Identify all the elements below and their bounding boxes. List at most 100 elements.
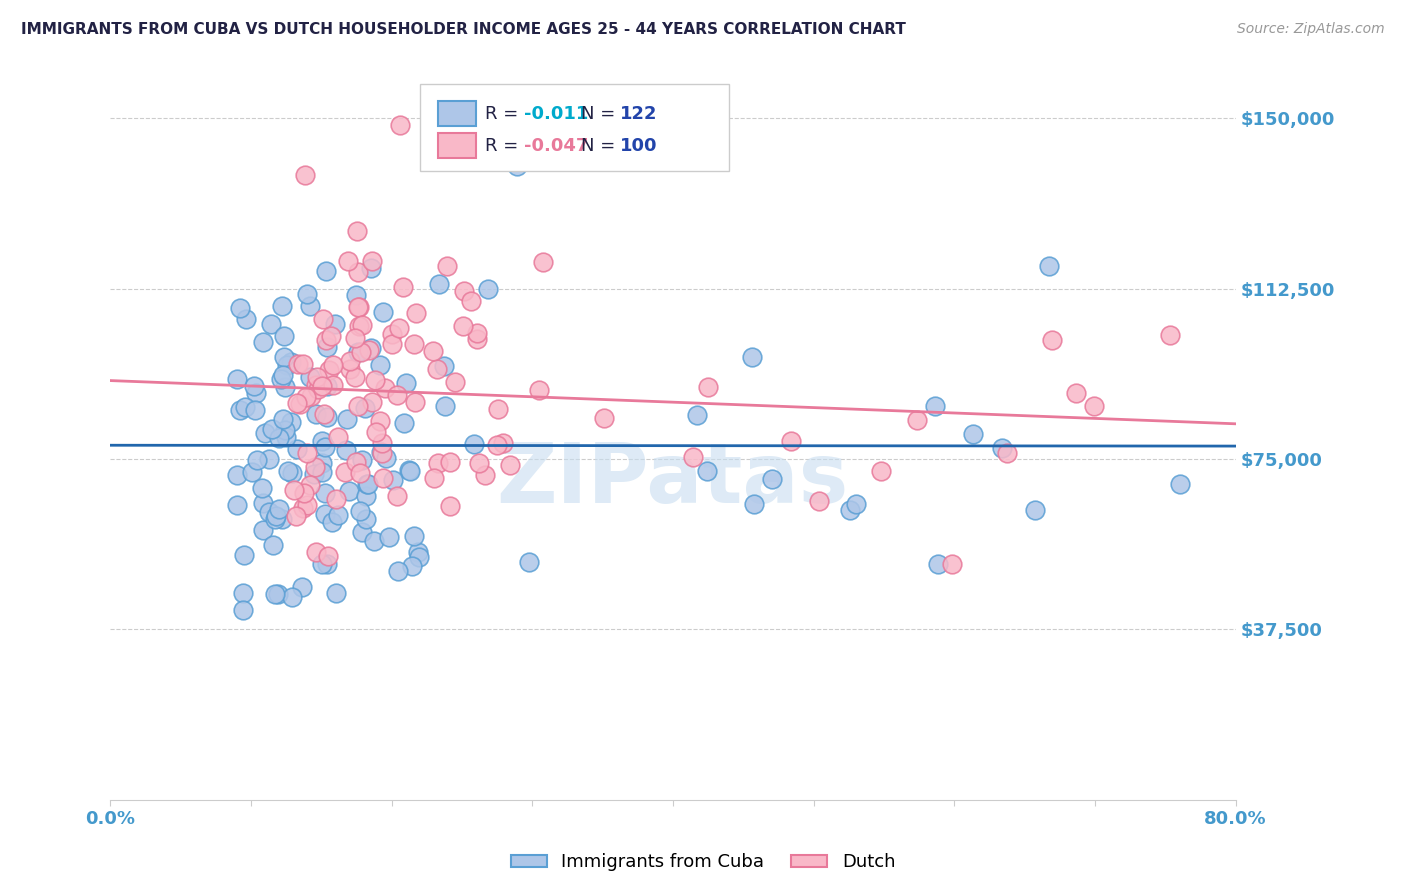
Point [242,379,264,393]
Point [285,442,308,456]
Point [311,379,333,393]
Text: 100: 100 [620,136,658,154]
Point [465,326,488,340]
Point [517,555,540,569]
Point [339,483,361,498]
Point [285,509,308,524]
Point [240,465,263,479]
Point [360,341,382,355]
Point [370,358,392,372]
Point [316,549,339,564]
Point [322,358,344,372]
Point [281,590,304,604]
Point [295,287,318,301]
Point [531,255,554,269]
Point [316,410,339,425]
Point [273,423,295,437]
Point [360,260,382,275]
Point [388,320,411,334]
Point [486,401,509,416]
Point [371,446,394,460]
Point [281,467,304,481]
Point [364,373,387,387]
Point [451,319,474,334]
Point [299,370,322,384]
Point [229,301,252,315]
Point [302,467,325,482]
Point [394,416,416,430]
Point [274,380,297,394]
Point [252,496,274,510]
Point [298,477,321,491]
Point [404,337,426,351]
Point [321,328,343,343]
Point [404,529,426,543]
Point [312,311,335,326]
Point [404,395,426,409]
Point [267,432,290,446]
Point [405,305,427,319]
Point [356,511,378,525]
Point [273,350,295,364]
Point [991,441,1014,455]
Point [741,351,763,365]
Point [291,580,314,594]
Point [226,468,249,483]
Point [408,545,430,559]
Point [361,253,384,268]
Point [305,377,328,392]
Point [257,505,280,519]
Point [312,408,335,422]
Point [294,168,316,182]
Point [271,512,294,526]
Point [315,333,337,347]
Point [807,494,830,508]
Point [337,253,360,268]
Point [305,369,328,384]
Point [371,436,394,450]
Point [1038,260,1060,274]
Point [962,426,984,441]
Point [315,557,337,571]
Point [325,585,347,599]
Point [422,344,444,359]
Point [304,459,326,474]
Point [308,382,330,396]
Point [252,335,274,350]
Point [322,378,344,392]
Point [374,450,396,465]
FancyBboxPatch shape [437,133,477,158]
Point [352,524,374,539]
Point [686,408,709,422]
Point [845,497,868,511]
Point [297,446,319,460]
Point [266,509,288,524]
Point [408,549,430,564]
Point [927,557,949,571]
Point [499,458,522,472]
Point [321,515,343,529]
Point [443,375,465,389]
Point [232,586,254,600]
Point [311,456,333,470]
Point [326,508,349,522]
Point [492,435,515,450]
Point [349,466,371,480]
Point [311,557,333,571]
Point [682,450,704,465]
Point [1083,399,1105,413]
Text: R =: R = [485,104,524,123]
Point [298,299,321,313]
Point [263,539,285,553]
Point [267,587,290,601]
Point [434,399,457,413]
Point [250,481,273,495]
Point [838,503,860,517]
Point [246,453,269,467]
Point [398,464,420,478]
Text: IMMIGRANTS FROM CUBA VS DUTCH HOUSEHOLDER INCOME AGES 25 - 44 YEARS CORRELATION : IMMIGRANTS FROM CUBA VS DUTCH HOUSEHOLDE… [21,22,905,37]
Point [1042,334,1064,348]
Point [354,401,377,415]
Text: R =: R = [485,136,524,154]
Point [1168,477,1191,491]
